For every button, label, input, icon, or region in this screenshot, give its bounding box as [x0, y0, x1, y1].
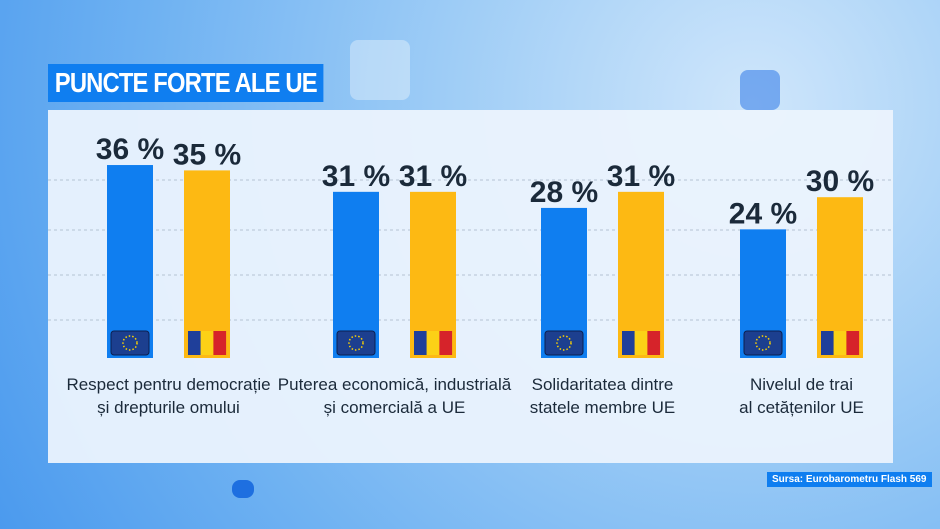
eu-stars — [348, 335, 364, 351]
eu-flag-icon — [544, 330, 584, 356]
romania-flag-icon — [622, 331, 635, 355]
category-label: și comercială a UE — [324, 398, 466, 417]
eu-flag-icon — [110, 330, 150, 356]
category-label: al cetățenilor UE — [739, 398, 864, 417]
category-label: statele membre UE — [530, 398, 676, 417]
romania-flag-icon — [821, 331, 834, 355]
bar-chart: 36 % 35 % Respect pentru democrație și drep… — [48, 133, 893, 417]
eu-flag-icon — [336, 330, 376, 356]
data-label: 30 % — [806, 165, 874, 198]
data-label: 31 % — [322, 160, 390, 193]
romania-flag-icon — [188, 331, 201, 355]
romania-flag-icon — [833, 331, 847, 355]
romania-flag-icon — [213, 331, 227, 355]
bar — [333, 191, 379, 358]
eu-stars — [556, 335, 572, 351]
category-label: Nivelul de trai — [750, 375, 853, 394]
data-label: 35 % — [173, 138, 241, 171]
data-label: 36 % — [96, 133, 164, 166]
page-title: PUNCTE FORTE ALE UE — [48, 64, 324, 102]
romania-flag-icon — [647, 331, 661, 355]
romania-flag-icon — [634, 331, 648, 355]
eu-flag-icon — [743, 330, 783, 356]
decoration — [350, 40, 410, 100]
category-label: Puterea economică, industrială — [278, 375, 512, 394]
romania-flag-icon — [846, 331, 860, 355]
data-label: 31 % — [399, 160, 467, 193]
category-label: Solidaritatea dintre — [532, 375, 674, 394]
romania-flag-icon — [414, 331, 427, 355]
source-label: Sursa: Eurobarometru Flash 569 — [767, 472, 932, 487]
romania-flag-icon — [426, 331, 440, 355]
chart-panel: 36 % 35 % Respect pentru democrație și drep… — [48, 110, 893, 463]
data-label: 24 % — [729, 197, 797, 230]
bar — [410, 191, 456, 358]
decoration — [232, 480, 254, 498]
eu-stars — [755, 335, 771, 351]
eu-stars — [122, 335, 138, 351]
bar — [618, 191, 664, 358]
data-label: 28 % — [530, 176, 598, 209]
romania-flag-icon — [439, 331, 453, 355]
category-label: Respect pentru democrație — [66, 375, 270, 394]
bar — [184, 170, 230, 358]
data-label: 31 % — [607, 160, 675, 193]
decoration — [740, 70, 780, 110]
bar — [107, 165, 153, 358]
category-label: și drepturile omului — [97, 398, 240, 417]
romania-flag-icon — [200, 331, 214, 355]
